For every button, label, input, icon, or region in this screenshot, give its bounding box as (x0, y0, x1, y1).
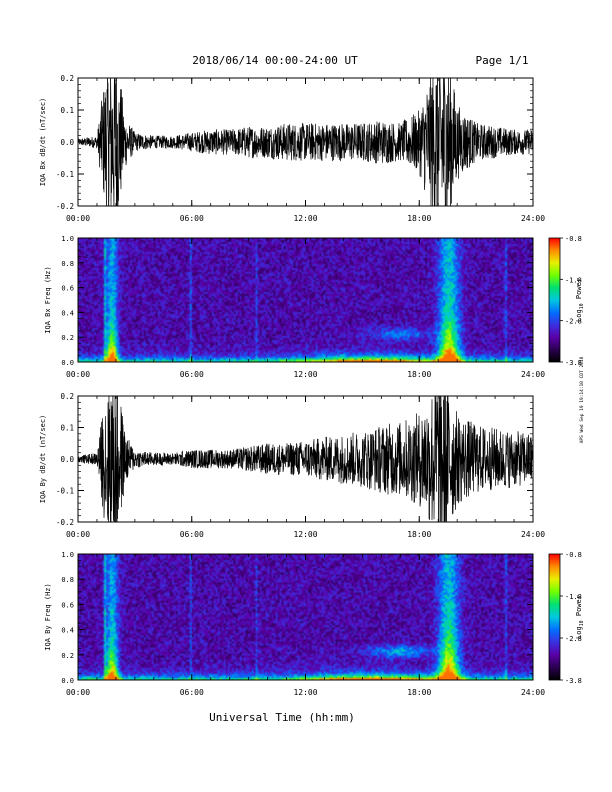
colorbar (548, 553, 561, 681)
x-tick-label: 00:00 (66, 214, 90, 223)
x-tick-label: 24:00 (521, 370, 545, 379)
y-tick-label: 0.8 (61, 260, 74, 268)
y-axis-title: IQA By dB/dt (nT/sec) (39, 415, 47, 504)
plot-area-2 (78, 238, 533, 362)
y-tick-label: 1.0 (61, 235, 74, 243)
colorbar-tick-label: -1.8 (565, 276, 582, 284)
colorbar-label: Log10 Power (575, 595, 585, 639)
page-title: 2018/06/14 00:00-24:00 UT (192, 54, 358, 67)
y-tick-label: 0.6 (61, 601, 74, 609)
x-tick-label: 12:00 (293, 530, 317, 539)
y-tick-label: 0.0 (61, 359, 74, 367)
y-tick-label: 0.2 (60, 392, 74, 401)
colorbar-label: Log10 Power (575, 278, 585, 322)
colorbar (548, 237, 561, 363)
y-tick-label: 0.4 (61, 627, 74, 635)
y-tick-label: -0.2 (56, 202, 74, 211)
y-tick-label: 0.2 (61, 652, 74, 660)
x-tick-label: 00:00 (66, 530, 90, 539)
x-tick-label: 18:00 (407, 370, 431, 379)
x-tick-label: 00:00 (66, 370, 90, 379)
y-tick-label: 1.0 (61, 551, 74, 559)
y-tick-label: -0.2 (56, 518, 74, 527)
x-tick-label: 24:00 (521, 214, 545, 223)
y-tick-label: 0.1 (60, 424, 74, 433)
y-tick-label: 0.8 (61, 576, 74, 584)
y-tick-label: 0.0 (60, 455, 74, 464)
y-tick-label: 0.0 (61, 677, 74, 685)
y-tick-label: -0.1 (56, 487, 74, 496)
colorbar-tick-label: -3.8 (565, 359, 582, 367)
x-tick-label: 12:00 (293, 214, 317, 223)
y-axis-title: IQA By Freq (Hz) (44, 583, 52, 650)
x-tick-label: 06:00 (180, 530, 204, 539)
colorbar-tick-label: -3.8 (565, 677, 582, 685)
y-tick-label: 0.6 (61, 285, 74, 293)
x-tick-label: 18:00 (407, 530, 431, 539)
colorbar-tick-label: -2.8 (565, 635, 582, 643)
y-axis-title: IQA Bx Freq (Hz) (44, 266, 52, 333)
y-tick-label: 0.2 (61, 334, 74, 342)
colorbar-tick-label: -1.8 (565, 593, 582, 601)
plot-area-4 (78, 554, 533, 680)
colorbar-tick-label: -0.8 (565, 235, 582, 243)
colorbar-tick-label: -2.8 (565, 318, 582, 326)
plot-area-1 (78, 78, 533, 206)
x-tick-label: 24:00 (521, 688, 545, 697)
x-axis-title: Universal Time (hh:mm) (209, 711, 355, 724)
page-number: Page 1/1 (476, 54, 529, 67)
series-line (78, 396, 533, 522)
y-tick-label: 0.1 (60, 106, 74, 115)
y-tick-label: -0.1 (56, 170, 74, 179)
x-tick-label: 24:00 (521, 530, 545, 539)
x-tick-label: 18:00 (407, 688, 431, 697)
x-tick-label: 18:00 (407, 214, 431, 223)
spectrogram-image (78, 238, 533, 362)
plot-area-3 (78, 396, 533, 522)
x-tick-label: 12:00 (293, 688, 317, 697)
x-tick-label: 00:00 (66, 688, 90, 697)
y-tick-label: 0.0 (60, 138, 74, 147)
y-axis-title: IQA Bx dB/dt (nT/sec) (39, 98, 47, 187)
y-tick-label: 0.4 (61, 309, 74, 317)
x-tick-label: 06:00 (180, 688, 204, 697)
series-line (78, 78, 533, 206)
spectrogram-image (78, 554, 533, 680)
y-tick-label: 0.2 (60, 74, 74, 83)
x-tick-label: 06:00 (180, 370, 204, 379)
colorbar-tick-label: -0.8 (565, 551, 582, 559)
x-tick-label: 06:00 (180, 214, 204, 223)
x-tick-label: 12:00 (293, 370, 317, 379)
side-note: APS Wed Sep 19 19:14:10 CDT 2018 (579, 356, 585, 443)
panels: 00:00 06:00 12:00 18:00 24:00 0.2 0.1 0.0 -0.1 -0… (39, 74, 585, 697)
